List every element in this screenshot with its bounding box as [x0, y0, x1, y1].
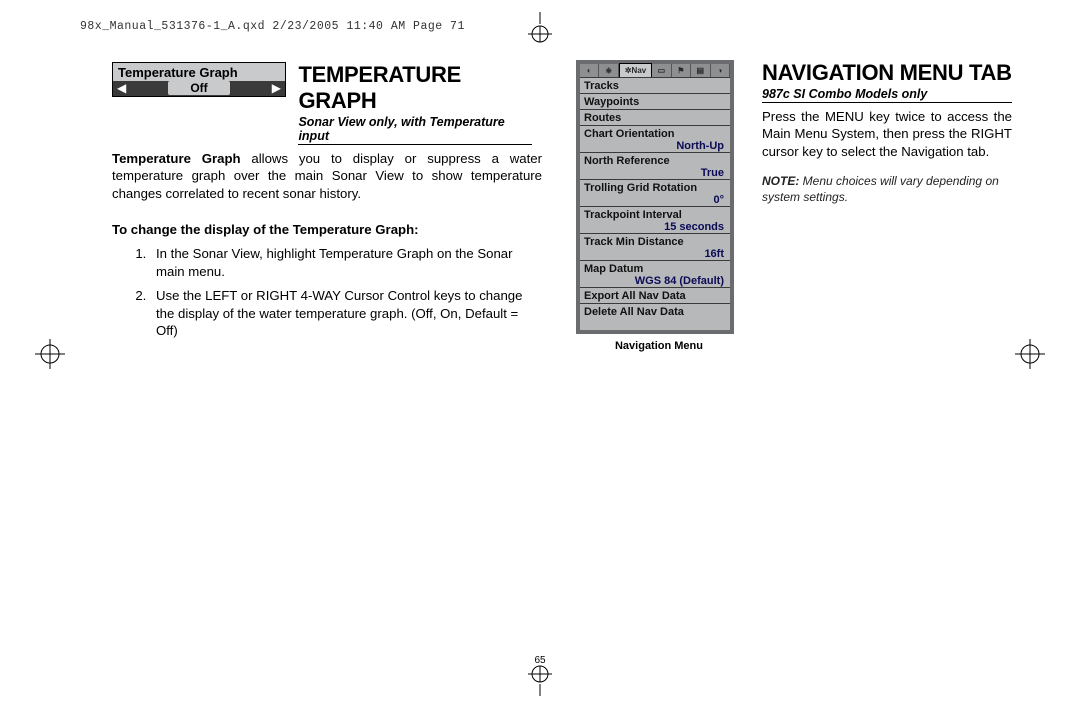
nav-menu-row[interactable]: Trolling Grid Rotation0° — [580, 180, 730, 207]
tab-icon[interactable]: ⚑ — [672, 64, 691, 77]
nav-menu-row[interactable]: Delete All Nav Data — [580, 304, 730, 330]
nav-row-label: Export All Nav Data — [584, 290, 686, 302]
tab-icon[interactable]: ◐ — [580, 64, 599, 77]
nav-menu-row[interactable]: Track Min Distance16ft — [580, 234, 730, 261]
nav-menu-row[interactable]: Routes — [580, 110, 730, 126]
nav-row-label: North Reference — [584, 155, 670, 167]
nav-menu-row[interactable]: North ReferenceTrue — [580, 153, 730, 180]
right-text-block: NAVIGATION MENU TAB 987c SI Combo Models… — [762, 60, 1012, 352]
nav-row-label: Map Datum — [584, 263, 643, 275]
tab-icon[interactable]: ▭ — [652, 64, 671, 77]
nav-row-value: 15 seconds — [584, 221, 726, 233]
nav-menu-row[interactable]: Map DatumWGS 84 (Default) — [580, 261, 730, 288]
nav-row-label: Delete All Nav Data — [584, 306, 684, 318]
temp-description: Temperature Graph allows you to display … — [112, 150, 542, 202]
left-column: Temperature Graph ◀ Off ▶ TEMPERATURE GR… — [112, 60, 542, 663]
right-column: ◐ ⎈ ✲Nav ▭ ⚑ ▤ ◑ Tracks Waypoints Routes Ch… — [576, 60, 1012, 663]
registration-mark-right — [1015, 339, 1045, 369]
nav-row-label: Waypoints — [584, 96, 639, 108]
crop-mark-bottom — [520, 662, 560, 696]
nav-row-value: 16ft — [584, 248, 726, 260]
page-number: 65 — [534, 655, 545, 666]
tab-icon[interactable]: ◑ — [711, 64, 730, 77]
nav-menu-caption: Navigation Menu — [576, 340, 742, 352]
nav-row-label: Trackpoint Interval — [584, 209, 682, 221]
nav-row-value: North-Up — [584, 140, 726, 152]
page-content: Temperature Graph ◀ Off ▶ TEMPERATURE GR… — [112, 60, 1012, 663]
nav-menu-row[interactable]: Chart OrientationNorth-Up — [580, 126, 730, 153]
nav-menu-wrap: ◐ ⎈ ✲Nav ▭ ⚑ ▤ ◑ Tracks Waypoints Routes Ch… — [576, 60, 742, 352]
page-meta-header: 98x_Manual_531376-1_A.qxd 2/23/2005 11:4… — [80, 20, 465, 33]
section-title-nav: NAVIGATION MENU TAB — [762, 60, 1012, 86]
tab-icon[interactable]: ▤ — [691, 64, 710, 77]
arrow-right-icon[interactable]: ▶ — [272, 81, 281, 95]
registration-mark-left — [35, 339, 65, 369]
nav-row-label: Track Min Distance — [584, 236, 684, 248]
tab-nav-active[interactable]: ✲Nav — [619, 63, 652, 77]
nav-menu-row[interactable]: Tracks — [580, 78, 730, 94]
crop-mark-top — [520, 12, 560, 46]
nav-row-value: WGS 84 (Default) — [584, 275, 726, 287]
nav-menu-row[interactable]: Export All Nav Data — [580, 288, 730, 304]
arrow-left-icon[interactable]: ◀ — [117, 81, 126, 95]
section-subtitle-temp: Sonar View only, with Temperature input — [298, 115, 532, 145]
temp-description-lead: Temperature Graph — [112, 151, 251, 166]
widget-value: Off — [168, 81, 229, 95]
nav-tabs: ◐ ⎈ ✲Nav ▭ ⚑ ▤ ◑ — [580, 64, 730, 78]
note-label: NOTE: — [762, 174, 799, 188]
nav-row-label: Routes — [584, 112, 621, 124]
step-item: Use the LEFT or RIGHT 4-WAY Cursor Contr… — [150, 287, 542, 339]
nav-row-value: True — [584, 167, 726, 179]
step-item: In the Sonar View, highlight Temperature… — [150, 245, 542, 280]
nav-note: NOTE: Menu choices will vary depending o… — [762, 174, 1012, 205]
nav-row-label: Trolling Grid Rotation — [584, 182, 697, 194]
nav-row-value: 0° — [584, 194, 726, 206]
change-heading: To change the display of the Temperature… — [112, 222, 542, 237]
nav-row-label: Tracks — [584, 80, 619, 92]
nav-body-text: Press the MENU key twice to access the M… — [762, 108, 1012, 160]
steps-list: In the Sonar View, highlight Temperature… — [112, 245, 542, 339]
nav-menu-row[interactable]: Trackpoint Interval15 seconds — [580, 207, 730, 234]
nav-row-label: Chart Orientation — [584, 128, 674, 140]
nav-menu-screenshot: ◐ ⎈ ✲Nav ▭ ⚑ ▤ ◑ Tracks Waypoints Routes Ch… — [576, 60, 734, 334]
temperature-graph-widget: Temperature Graph ◀ Off ▶ — [112, 62, 286, 97]
tab-icon[interactable]: ⎈ — [599, 64, 618, 77]
section-subtitle-nav: 987c SI Combo Models only — [762, 87, 1012, 103]
widget-title: Temperature Graph — [113, 63, 285, 81]
section-title-temp: TEMPERATURE GRAPH — [298, 62, 532, 114]
nav-menu-row[interactable]: Waypoints — [580, 94, 730, 110]
